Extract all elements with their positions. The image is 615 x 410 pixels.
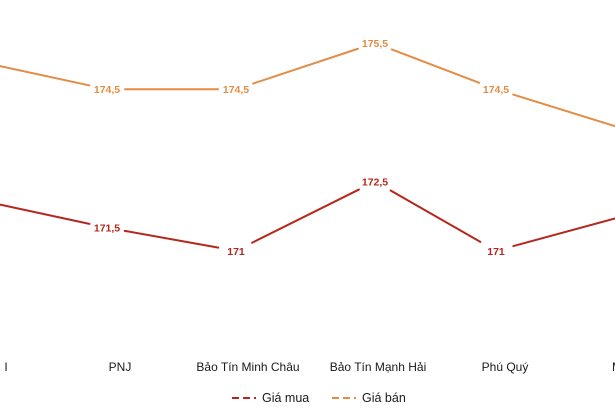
- data-label-gia-mua-4: 172,5: [362, 177, 388, 189]
- x-tick-label-5: Phú Quý: [482, 360, 529, 374]
- series-line-gia-mua-segment-4: [389, 189, 482, 243]
- data-label-gia-mua-5: 171: [487, 246, 505, 258]
- series-line-gia-ban-segment-3: [252, 47, 359, 85]
- legend: Giá mua Giá bán: [232, 391, 406, 405]
- data-label-layer: 171,5 171 172,5 171 174,5 174,5 175,5 174,5: [94, 38, 509, 258]
- legend-label-gia-mua: Giá mua: [262, 391, 309, 405]
- legend-item-gia-mua: Giá mua: [232, 391, 309, 405]
- series-line-gia-mua-segment-1: [0, 203, 91, 225]
- x-tick-label-3: Bảo Tín Minh Châu: [196, 360, 299, 374]
- x-tick-label-2: PNJ: [109, 360, 132, 374]
- x-tick-label-6: M: [612, 360, 615, 374]
- legend-label-gia-ban: Giá bán: [362, 391, 406, 405]
- series-layer: [0, 47, 615, 249]
- series-line-gia-mua-segment-5: [512, 217, 615, 248]
- legend-item-gia-ban: Giá bán: [332, 391, 406, 405]
- series-line-gia-ban-segment-1: [0, 65, 91, 87]
- data-label-gia-mua-2: 171,5: [94, 223, 120, 235]
- data-label-gia-ban-3: 174,5: [223, 84, 249, 96]
- data-label-gia-ban-4: 175,5: [362, 38, 388, 50]
- series-line-gia-ban-segment-5: [512, 93, 615, 128]
- data-label-gia-mua-3: 171: [227, 246, 245, 258]
- x-tick-label-4: Bảo Tín Mạnh Hải: [330, 360, 427, 374]
- series-line-gia-ban-segment-4: [390, 48, 481, 84]
- x-tick-label-1: I: [4, 360, 7, 374]
- data-label-gia-ban-5: 174,5: [483, 84, 509, 96]
- series-line-gia-mua-segment-2: [123, 229, 220, 249]
- data-label-gia-ban-2: 174,5: [94, 84, 120, 96]
- x-axis-labels: I PNJ Bảo Tín Minh Châu Bảo Tín Mạnh Hải Phú…: [4, 360, 615, 374]
- series-line-gia-mua-segment-3: [251, 188, 360, 244]
